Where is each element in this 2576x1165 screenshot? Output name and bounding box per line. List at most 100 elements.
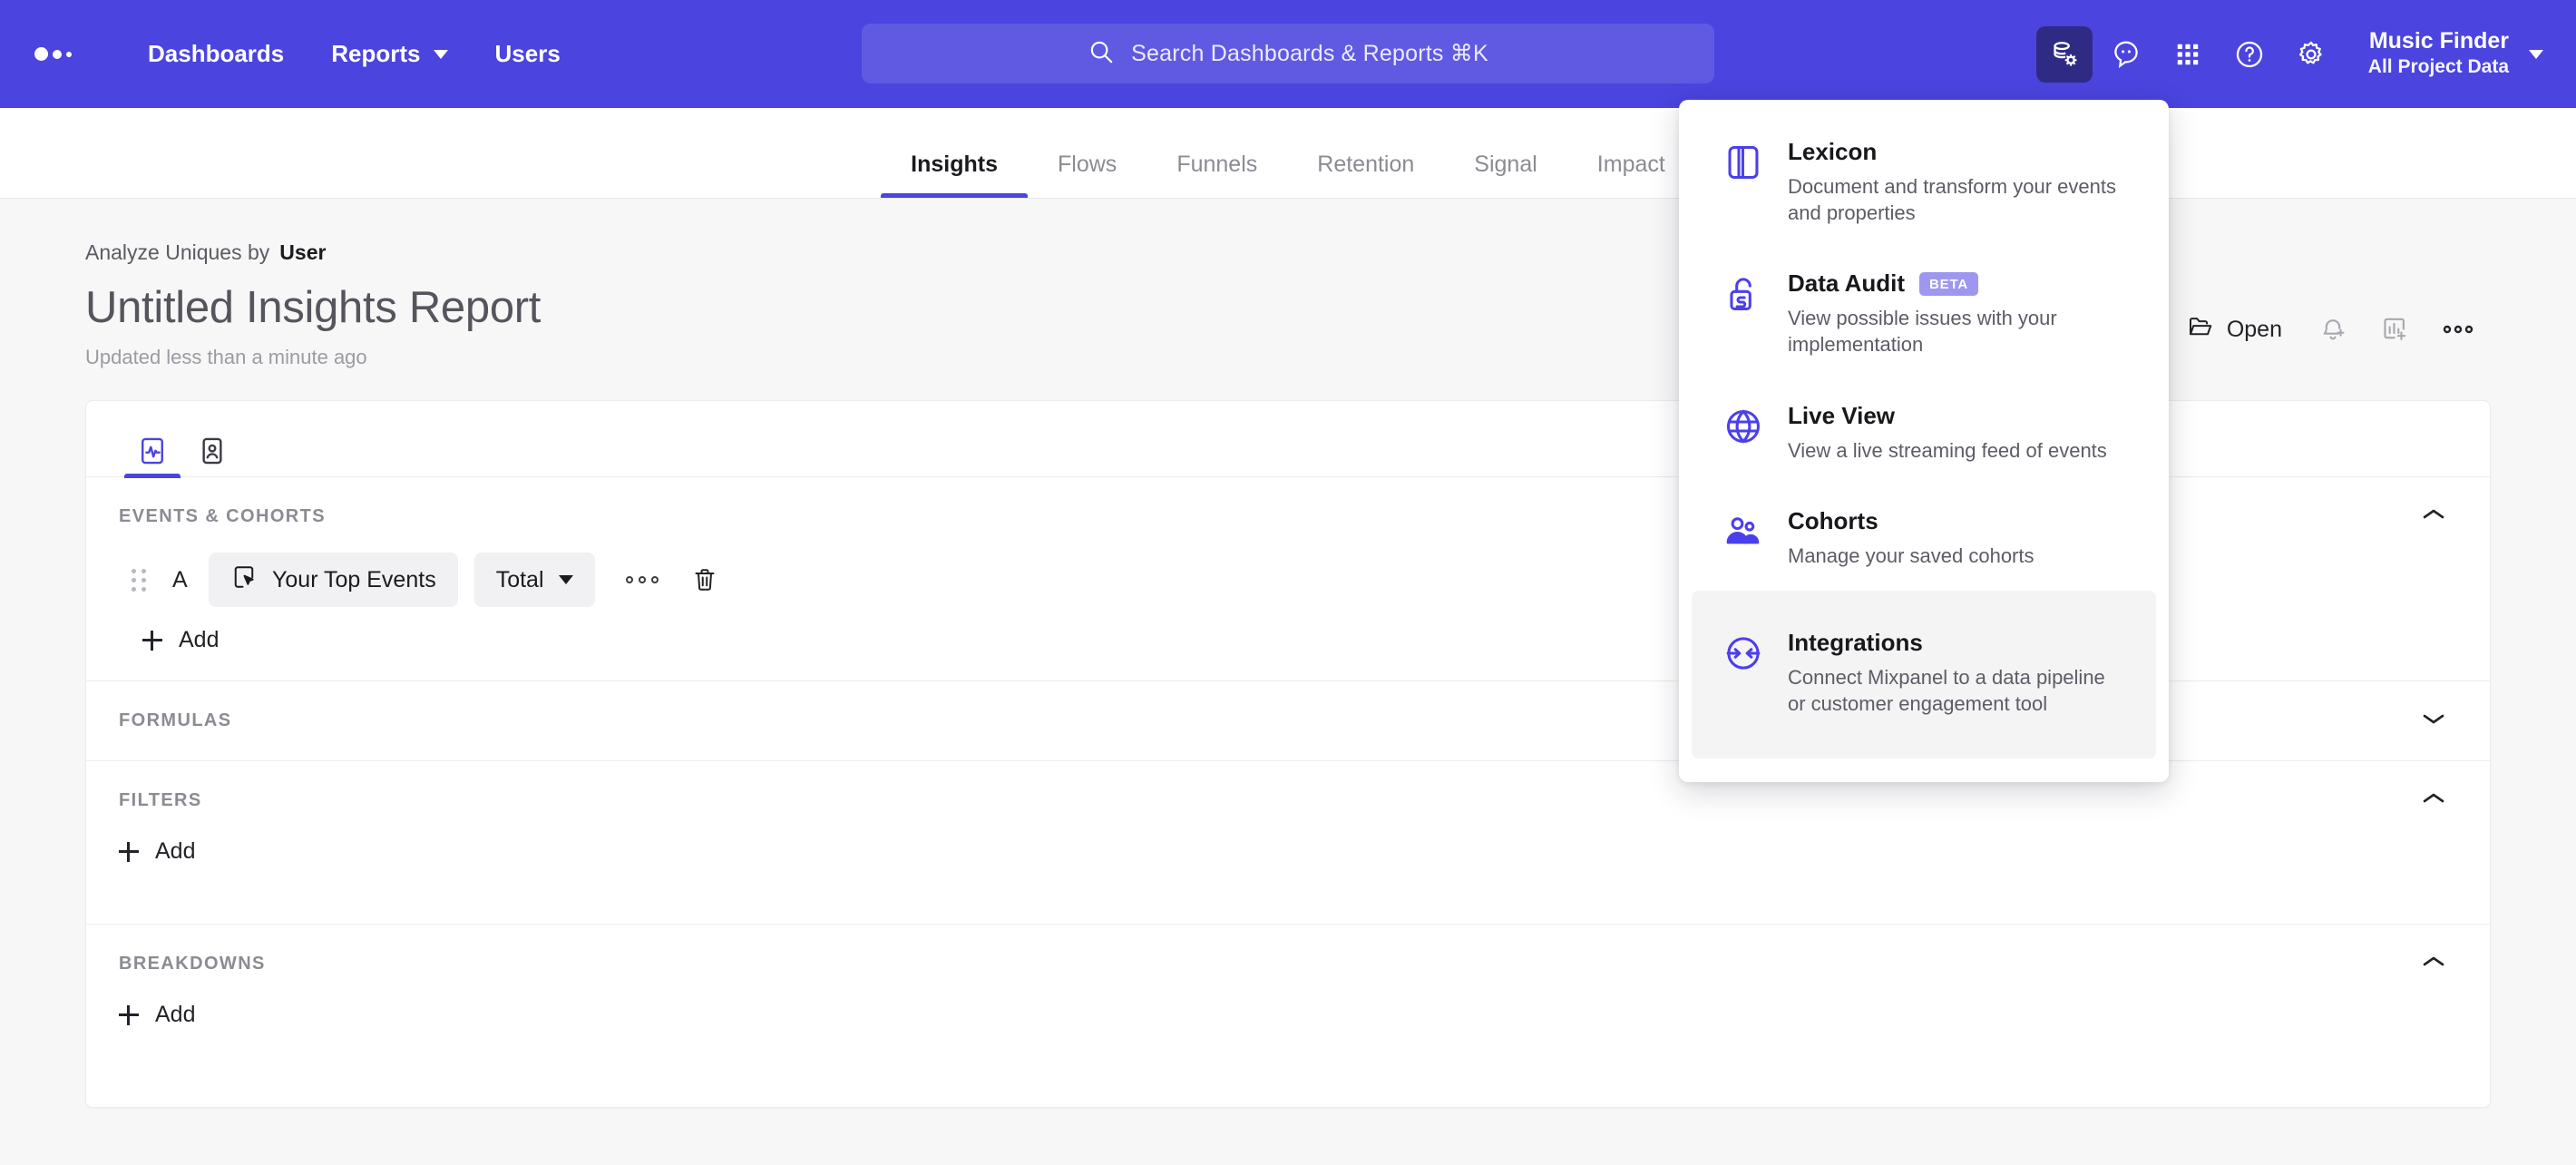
nav-item-reports[interactable]: Reports <box>307 40 471 68</box>
dropdown-item-desc: View a live streaming feed of events <box>1788 438 2107 462</box>
tab-label: Funnels <box>1176 152 1258 177</box>
project-selector[interactable]: Music Finder All Project Data <box>2368 28 2543 80</box>
integrations-arrows-icon <box>1722 629 1764 717</box>
logo-dot-large <box>34 47 48 61</box>
tab-label: Signal <box>1474 152 1537 177</box>
add-to-dashboard-icon[interactable] <box>2364 301 2425 357</box>
logo-dot-medium <box>53 49 62 59</box>
nav-item-dashboards[interactable]: Dashboards <box>124 40 307 68</box>
dropdown-item-desc: Document and transform your events and p… <box>1788 175 2116 225</box>
section-events-and-cohorts: Events & Cohorts A Yo <box>86 477 2490 682</box>
chart-view-tab[interactable] <box>122 425 182 478</box>
chevron-down-icon <box>2529 49 2543 59</box>
live-view-globe-icon <box>1722 402 1764 464</box>
chevron-down-icon <box>558 575 573 585</box>
user-view-tab[interactable] <box>182 425 242 477</box>
breadcrumb: Analyze Uniques by User <box>85 199 2491 265</box>
card-view-tabs <box>86 401 2490 478</box>
dropdown-item-integrations[interactable]: Integrations Connect Mixpanel to a data … <box>1692 590 2156 759</box>
dropdown-item-title: Data Audit <box>1788 269 1906 298</box>
data-management-icon[interactable] <box>2035 25 2093 83</box>
chevron-up-icon[interactable] <box>2414 950 2454 978</box>
apps-grid-icon[interactable] <box>2160 26 2216 83</box>
section-filters: Filters Add <box>86 761 2490 925</box>
add-label: Add <box>155 1002 196 1028</box>
more-options-icon[interactable] <box>2425 301 2491 357</box>
top-header-bar: Dashboards Reports Users Search Dashboar… <box>0 0 2576 108</box>
alert-bell-plus-icon[interactable] <box>2302 301 2364 357</box>
nav-item-users[interactable]: Users <box>472 40 584 68</box>
dropdown-item-title: Lexicon <box>1788 138 1878 165</box>
open-report-button[interactable]: Open <box>2167 301 2302 357</box>
dropdown-item-cohorts[interactable]: Cohorts Manage your saved cohorts <box>1692 485 2156 591</box>
project-subtitle: All Project Data <box>2367 55 2509 77</box>
plus-icon <box>119 1004 139 1025</box>
add-breakdown-button[interactable]: Add <box>86 978 195 1055</box>
dropdown-item-title: Live View <box>1788 401 1896 429</box>
tab-insights[interactable]: Insights <box>881 152 1028 198</box>
feedback-chat-icon[interactable] <box>2098 26 2154 83</box>
nav-label-dashboards: Dashboards <box>148 40 285 67</box>
drag-handle-icon[interactable] <box>132 568 147 592</box>
event-selector-chip[interactable]: Your Top Events <box>209 553 458 608</box>
search-placeholder-text: Search Dashboards & Reports ⌘K <box>1131 41 1488 66</box>
top-events-icon <box>230 563 258 597</box>
event-row: A Your Top Events Total <box>86 531 2490 608</box>
dropdown-item-live-view[interactable]: Live View View a live streaming feed of … <box>1692 380 2156 485</box>
search-input[interactable]: Search Dashboards & Reports ⌘K <box>862 24 1714 83</box>
page-body: Analyze Uniques by User Untitled Insight… <box>0 199 2576 1165</box>
help-question-icon[interactable] <box>2221 26 2278 83</box>
tab-flows[interactable]: Flows <box>1028 152 1147 198</box>
dropdown-item-title: Integrations <box>1788 628 1923 656</box>
open-label: Open <box>2226 316 2282 342</box>
dropdown-item-desc: Manage your saved cohorts <box>1788 543 2034 567</box>
chevron-up-icon[interactable] <box>2414 787 2454 815</box>
measure-label: Total <box>495 566 544 592</box>
plus-icon <box>119 841 139 862</box>
add-filter-button[interactable]: Add <box>86 815 195 892</box>
nav-label-users: Users <box>494 40 561 67</box>
tab-impact[interactable]: Impact <box>1567 152 1695 198</box>
section-title: Formulas <box>119 710 232 731</box>
folder-open-icon <box>2187 313 2214 347</box>
tab-retention[interactable]: Retention <box>1287 152 1444 198</box>
project-name: Music Finder <box>2368 27 2509 54</box>
add-label: Add <box>155 838 196 865</box>
event-name: Your Top Events <box>272 566 436 592</box>
add-label: Add <box>179 627 220 653</box>
report-type-tabs: Insights Flows Funnels Retention Signal … <box>0 108 2576 199</box>
chevron-up-icon[interactable] <box>2414 503 2454 531</box>
breadcrumb-prefix: Analyze Uniques by <box>85 240 270 264</box>
search-icon <box>1088 38 1115 70</box>
tab-label: Impact <box>1596 152 1665 177</box>
dropdown-item-data-audit[interactable]: Data Audit BETA View possible issues wit… <box>1692 248 2156 379</box>
breadcrumb-value[interactable]: User <box>279 240 327 264</box>
nav-label-reports: Reports <box>331 40 421 67</box>
tab-signal[interactable]: Signal <box>1444 152 1567 198</box>
data-audit-lock-icon <box>1722 269 1764 357</box>
event-more-options-icon[interactable] <box>625 576 659 584</box>
dropdown-item-lexicon[interactable]: Lexicon Document and transform your even… <box>1692 116 2156 248</box>
section-title: Events & Cohorts <box>119 506 326 527</box>
status-badge: BETA <box>1919 271 1978 296</box>
settings-gear-icon[interactable] <box>2283 26 2339 83</box>
page-title[interactable]: Untitled Insights Report <box>85 283 542 332</box>
logo-dot-small <box>66 51 72 57</box>
dropdown-item-desc: View possible issues with your implement… <box>1788 307 2057 357</box>
tab-label: Retention <box>1317 152 1415 177</box>
trash-icon[interactable] <box>691 566 718 593</box>
tab-label: Insights <box>911 152 999 177</box>
section-title: Breakdowns <box>119 954 266 974</box>
measure-selector-chip[interactable]: Total <box>473 553 595 608</box>
section-formulas: Formulas <box>86 681 2490 762</box>
cohorts-people-icon <box>1722 507 1764 569</box>
tab-funnels[interactable]: Funnels <box>1147 152 1287 198</box>
updated-timestamp: Updated less than a minute ago <box>85 346 367 369</box>
tab-label: Flows <box>1058 152 1117 177</box>
chevron-down-icon <box>433 49 448 59</box>
add-event-button[interactable]: Add <box>86 607 219 680</box>
chevron-down-icon[interactable] <box>2414 707 2454 735</box>
event-letter: A <box>172 566 188 592</box>
lexicon-book-icon <box>1722 138 1764 226</box>
mixpanel-logo[interactable] <box>34 47 72 61</box>
